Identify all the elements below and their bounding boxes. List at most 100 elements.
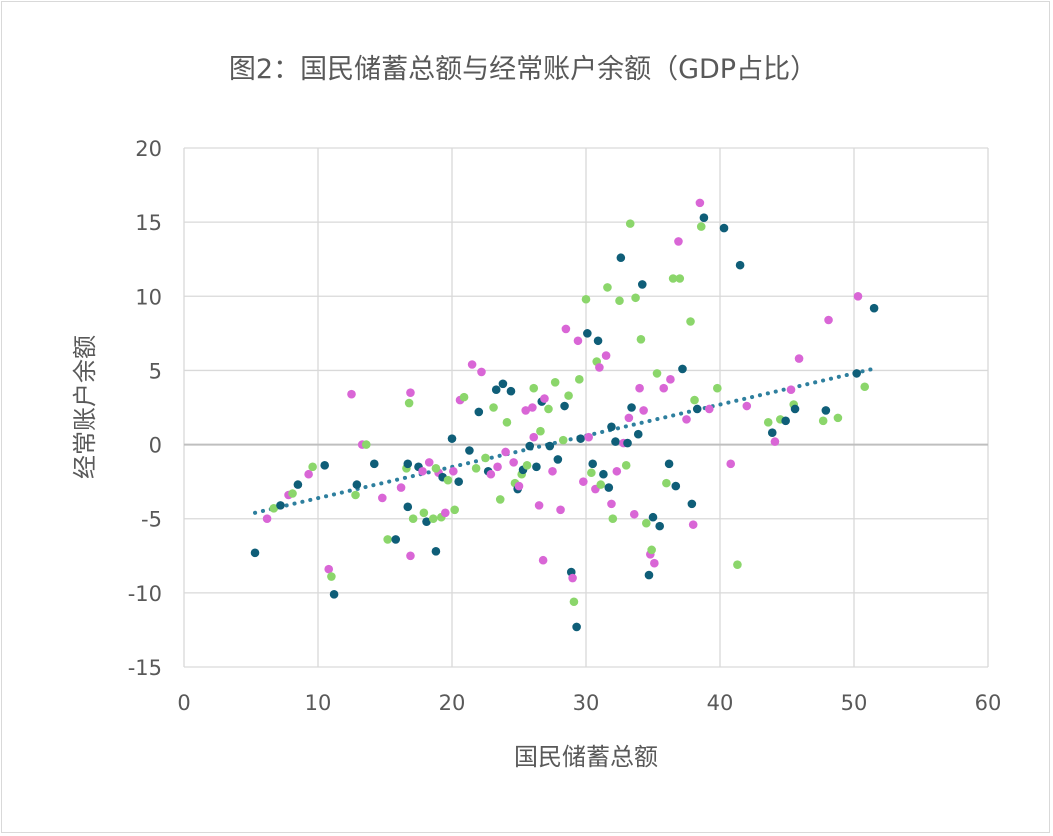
scatter-point: [293, 480, 303, 489]
scatter-point: [647, 545, 656, 555]
scatter-point: [560, 401, 569, 411]
scatter-point: [525, 441, 535, 451]
scatter-point: [304, 469, 313, 479]
scatter-point: [584, 432, 593, 442]
scatter-point: [351, 490, 360, 500]
scatter-point: [601, 351, 611, 360]
scatter-point: [690, 395, 699, 405]
scatter-point: [553, 455, 563, 464]
scatter-point: [406, 388, 415, 397]
scatter-point: [735, 260, 745, 270]
y-axis-title: 经常账户余额: [71, 335, 99, 479]
scatter-point: [719, 223, 729, 233]
y-tick-label: 0: [149, 434, 162, 458]
scatter-point: [454, 477, 464, 486]
scatter-point: [686, 317, 695, 326]
scatter-point: [583, 329, 592, 338]
scatter-point: [612, 466, 622, 476]
scatter-point: [493, 462, 502, 472]
y-tick-label: -5: [141, 508, 162, 532]
scatter-point: [666, 375, 675, 384]
scatter-point: [529, 383, 539, 393]
scatter-point: [568, 573, 577, 583]
scatter-point: [471, 463, 481, 473]
x-tick-label: 0: [177, 691, 190, 715]
scatter-point: [733, 560, 742, 569]
scatter-point: [633, 429, 643, 439]
scatter-point: [604, 483, 614, 492]
scatter-point: [696, 222, 706, 231]
scatter-point: [449, 466, 458, 476]
scatter-point: [575, 375, 584, 384]
y-tick-label: 10: [135, 285, 162, 309]
x-axis-title: 国民储蓄总额: [514, 743, 658, 771]
scatter-point: [378, 493, 387, 503]
scatter-point: [770, 437, 780, 446]
scatter-point: [450, 505, 459, 515]
scatter-point: [629, 509, 639, 519]
scatter-point: [509, 458, 518, 467]
x-tick-label: 30: [573, 691, 600, 715]
scatter-point: [528, 403, 537, 412]
scatter-point: [573, 336, 583, 346]
scatter-point: [495, 495, 505, 504]
x-tick-label: 50: [841, 691, 868, 715]
scatter-point: [595, 363, 604, 372]
gridlines: [183, 147, 989, 668]
scatter-point: [625, 219, 635, 228]
scatter-point: [545, 441, 555, 451]
scatter-point: [538, 555, 548, 565]
scatter-point: [607, 422, 616, 432]
scatter-point: [522, 461, 532, 470]
scatter-point: [406, 551, 415, 561]
scatter-point: [790, 404, 800, 414]
scatter-point: [276, 501, 285, 510]
y-tick-label: 15: [135, 211, 162, 235]
scatter-point: [506, 386, 516, 396]
scatter-point: [489, 403, 498, 412]
scatter-point: [327, 572, 336, 581]
scatter-point: [548, 466, 557, 476]
scatter-point: [352, 480, 362, 489]
scatter-point: [636, 334, 646, 344]
scatter-point: [668, 274, 678, 283]
scatter-point: [818, 416, 828, 426]
scatter-point: [593, 336, 603, 346]
x-tick-label: 10: [305, 691, 332, 715]
scatter-point: [536, 426, 545, 436]
scatter-point: [616, 253, 626, 263]
scatter-point: [687, 499, 697, 509]
scatter-point: [692, 404, 702, 414]
scatter-point: [642, 518, 651, 528]
scatter-point: [655, 521, 664, 531]
scatter-point: [664, 459, 674, 469]
scatter-point: [498, 379, 508, 389]
scatter-point: [320, 461, 330, 470]
scatter-point: [532, 462, 541, 472]
scatter-point: [521, 406, 530, 415]
scatter-point: [447, 434, 457, 443]
scatter-point: [428, 514, 438, 524]
scatter-point: [269, 504, 279, 513]
scatter-point: [369, 459, 379, 469]
scatter-point: [781, 416, 790, 426]
scatter-point: [742, 401, 752, 411]
scatter-point: [561, 324, 571, 334]
scatter-point: [396, 483, 406, 492]
scatter-point: [639, 406, 648, 415]
scatter-point: [474, 407, 484, 417]
scatter-point: [403, 502, 413, 512]
scatter-point: [588, 459, 597, 469]
scatter-point: [635, 383, 644, 393]
scatter-point: [713, 383, 722, 393]
scatter-point: [431, 463, 441, 473]
scatter-point: [418, 466, 427, 476]
scatter-point: [869, 303, 879, 313]
scatter-point: [763, 418, 773, 427]
scatter-point: [579, 477, 588, 486]
scatter-point: [501, 447, 510, 457]
scatter-point: [648, 512, 658, 522]
scatter-point: [853, 291, 863, 301]
